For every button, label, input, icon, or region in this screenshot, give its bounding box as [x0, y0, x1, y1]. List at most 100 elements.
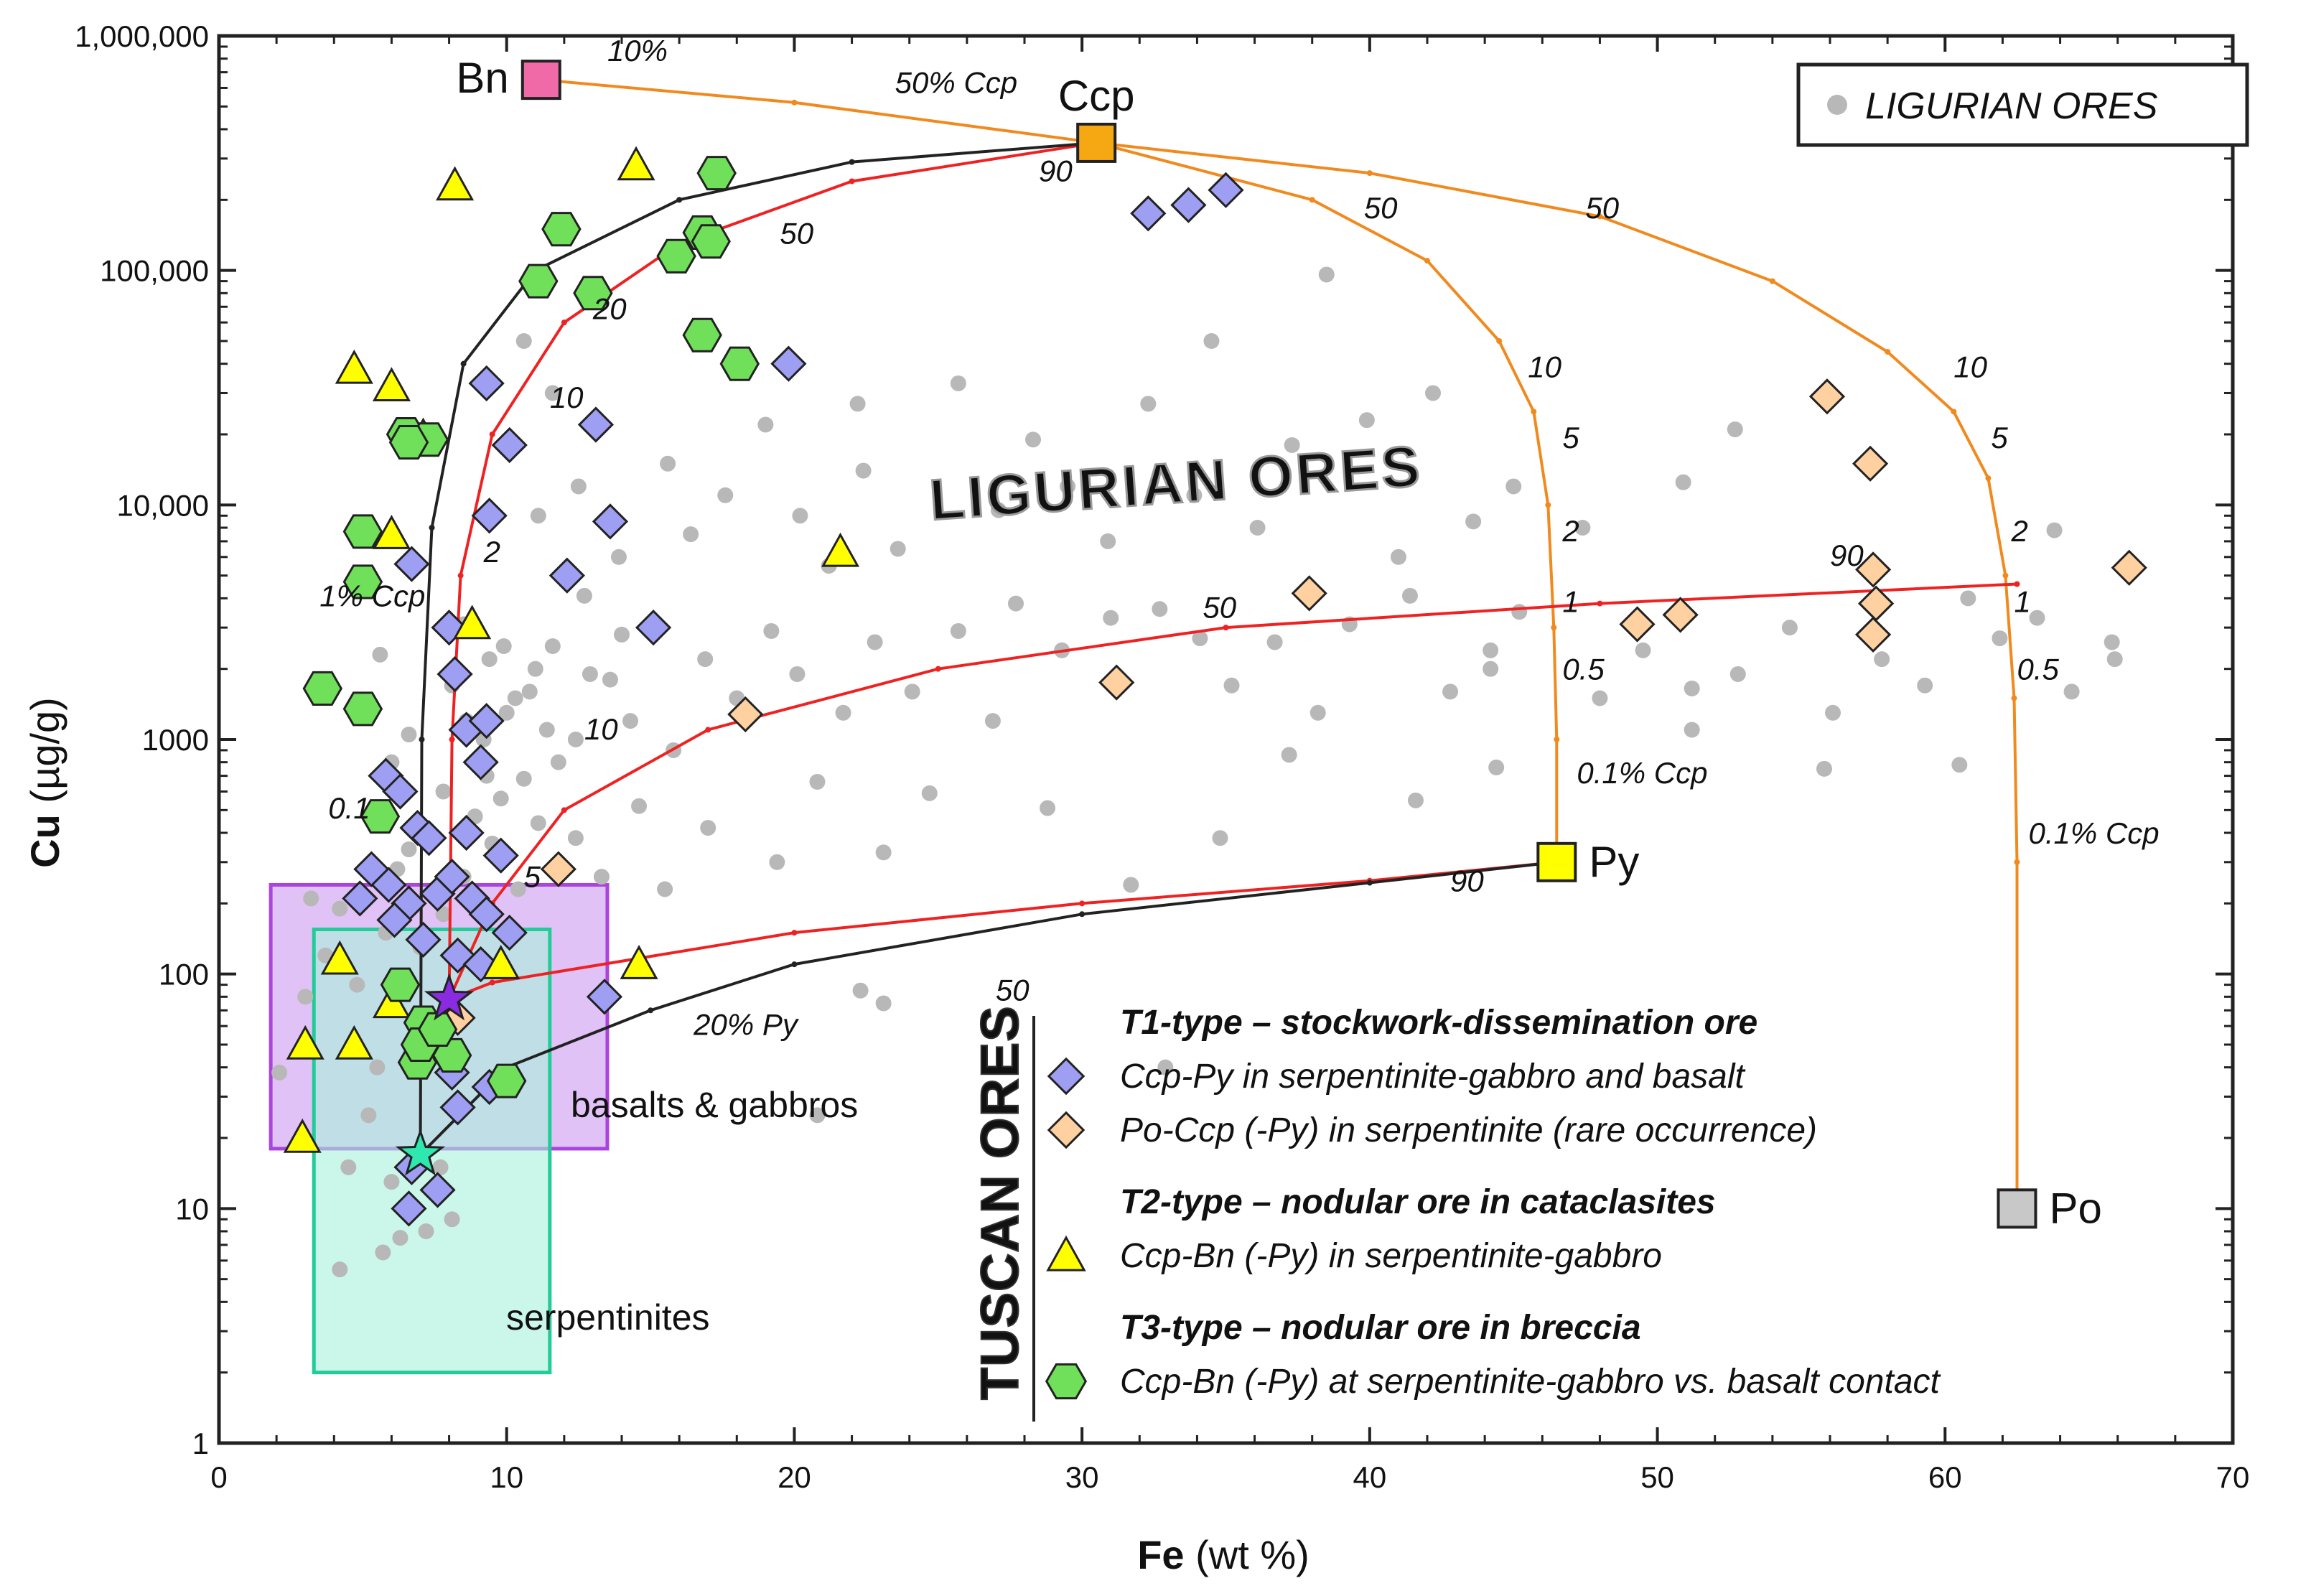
- curve-label: 90: [1450, 864, 1484, 898]
- x-tick-label: 20: [778, 1460, 811, 1494]
- triangle-point: [283, 1118, 322, 1153]
- legend-ligurian: LIGURIAN ORES: [1796, 62, 2249, 147]
- curve-tick: [705, 727, 711, 733]
- curve-tick: [1545, 502, 1551, 508]
- circle-point: [401, 727, 417, 743]
- circle-point: [1465, 513, 1482, 530]
- circle-point: [369, 1059, 386, 1075]
- curve-tick: [457, 572, 464, 579]
- curve-label: 0.5: [1562, 653, 1605, 686]
- circle-point: [567, 732, 584, 747]
- circle-point: [1007, 595, 1024, 612]
- regions-layer: [269, 882, 610, 1375]
- hexagon-point: [431, 1037, 472, 1073]
- curve-tick: [1366, 170, 1373, 177]
- diamond-point: [462, 744, 499, 780]
- circle-point: [1425, 385, 1442, 401]
- curve-tick: [1366, 879, 1373, 886]
- circle-point: [340, 1159, 357, 1175]
- diamond-point: [577, 406, 615, 443]
- circle-point: [921, 785, 938, 801]
- hexagon-point: [573, 276, 613, 311]
- end-member-label: Ccp: [1058, 72, 1135, 120]
- mixing-curve: [419, 141, 1097, 1155]
- triangle-point: [821, 532, 860, 567]
- curve-label: 90: [1039, 154, 1073, 187]
- triangle-point: [453, 605, 492, 640]
- circle-point: [2029, 610, 2045, 626]
- curve-tick: [1951, 409, 1957, 415]
- diamond-point: [448, 814, 485, 851]
- circle-point: [852, 982, 869, 999]
- curve-tick: [2002, 572, 2009, 579]
- curve-label: 0.5: [2017, 653, 2059, 686]
- mixing-curve: [448, 860, 1557, 1001]
- diamond-point: [491, 426, 528, 464]
- circle-point: [990, 502, 1007, 518]
- circle-point: [507, 690, 523, 706]
- curve-tick: [1885, 348, 1891, 355]
- svg-text:LIGURIAN ORES: LIGURIAN ORES: [1865, 85, 2158, 127]
- circle-point: [2046, 522, 2063, 538]
- diamond-point: [1808, 378, 1846, 415]
- circle-point: [1152, 601, 1168, 617]
- circle-point: [271, 1064, 288, 1081]
- curve-label: 1: [1562, 584, 1579, 618]
- y-tick-label: 100,000: [100, 254, 209, 288]
- y-tick-label: 1000: [142, 723, 209, 757]
- curve-label: 50: [1585, 191, 1619, 225]
- diamond-point: [1208, 172, 1244, 208]
- diamond-point: [436, 655, 473, 693]
- circle-point: [1781, 620, 1798, 636]
- circle-point: [1157, 1059, 1174, 1075]
- x-tick-label: 40: [1353, 1460, 1386, 1494]
- diamond-point: [376, 902, 413, 938]
- circle-point: [567, 830, 584, 846]
- circle-point: [1186, 487, 1203, 503]
- circle-point: [1816, 760, 1832, 777]
- curve-tick: [2011, 695, 2017, 701]
- curve-label: 20: [592, 291, 627, 325]
- legend-heading: T1-type – stockwork-dissemination ore: [1120, 1004, 1757, 1042]
- curve-tick: [561, 807, 567, 813]
- curve-label: 20% Py: [693, 1007, 800, 1041]
- legend-group-title: TUSCAN ORES: [970, 1005, 1030, 1400]
- x-tick-label: 30: [1065, 1460, 1099, 1494]
- circle-point: [2104, 634, 2120, 650]
- diamond-point: [471, 498, 508, 534]
- hexagon-point: [417, 1012, 458, 1047]
- circle-point: [1140, 396, 1157, 412]
- diamond-point: [1291, 575, 1327, 612]
- circle-point: [401, 841, 417, 858]
- legend-marker: [1046, 1235, 1086, 1271]
- curve-tick: [791, 961, 798, 968]
- end-member-marker: [1536, 841, 1577, 882]
- x-tick-label: 60: [1928, 1460, 1962, 1494]
- circle-point: [1060, 478, 1076, 495]
- curve-tick: [1424, 258, 1430, 264]
- star-marker: [395, 1128, 446, 1176]
- circle-point: [303, 890, 319, 907]
- curve-label: 1% Ccp: [319, 579, 425, 612]
- circle-point: [1483, 661, 1499, 677]
- curve-label: 2: [1561, 514, 1579, 548]
- legend-entry-label: Po-Ccp (-Py) in serpentinite (rare occur…: [1120, 1111, 1817, 1149]
- circle-point: [1992, 630, 2008, 647]
- y-tick-label: 100: [159, 958, 209, 991]
- circle-point: [2106, 651, 2123, 668]
- circle-point: [481, 651, 498, 668]
- circle-point: [375, 1244, 391, 1261]
- circle-point: [890, 541, 906, 557]
- diamond-point: [586, 979, 623, 1015]
- circle-point: [1401, 587, 1418, 604]
- diamond-point: [382, 773, 419, 810]
- circle-point: [1488, 759, 1505, 775]
- circle-point: [530, 508, 546, 524]
- legend-ligurian-marker: [1827, 95, 1847, 115]
- curve-tick: [1597, 213, 1603, 220]
- curve-tick: [791, 930, 798, 936]
- circle-point: [1025, 431, 1042, 448]
- circle-point: [515, 333, 532, 350]
- hexagon-point: [388, 425, 429, 460]
- circle-point: [1917, 677, 1933, 694]
